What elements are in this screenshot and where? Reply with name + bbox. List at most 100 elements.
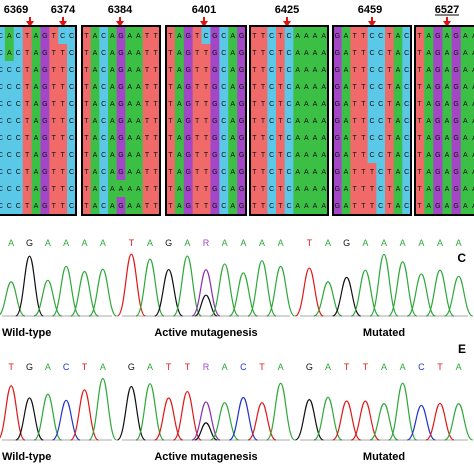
base-cell	[310, 146, 320, 164]
base-cell	[90, 44, 100, 62]
called-base: T	[259, 362, 265, 372]
chromatogram-caption: Mutated	[363, 451, 405, 463]
base-letter: A	[34, 169, 39, 176]
base-cell	[310, 95, 320, 113]
base-cell	[228, 61, 238, 79]
base-letter: T	[353, 186, 358, 193]
chromatogram-row: E T G A C T A Wild-type G A T T R A C T A Active mutagene…	[0, 342, 473, 463]
base-letter: T	[261, 118, 266, 125]
base-cell	[293, 78, 303, 96]
base-letter: T	[204, 118, 209, 125]
base-letter: T	[252, 152, 257, 159]
base-cell	[333, 112, 342, 130]
base-cell	[302, 61, 311, 79]
base-cell	[174, 44, 185, 62]
base-cell	[250, 197, 259, 215]
base-cell	[219, 112, 229, 130]
base-cell	[4, 146, 15, 164]
base-cell	[192, 146, 202, 164]
base-cell	[13, 180, 23, 198]
base-cell	[267, 129, 277, 147]
base-letter: T	[84, 169, 89, 176]
base-letter: T	[84, 135, 89, 142]
position-label: 6459	[358, 4, 382, 16]
base-cell	[350, 95, 360, 113]
base-cell	[0, 27, 6, 45]
base-cell	[22, 95, 32, 113]
base-cell	[134, 27, 143, 45]
base-cell	[402, 44, 412, 62]
base-letter: A	[127, 50, 132, 57]
base-cell	[49, 129, 59, 147]
base-letter: T	[417, 84, 422, 91]
base-letter: G	[453, 67, 458, 74]
base-letter: T	[353, 203, 358, 210]
sequence-alignment: C A C T A G T C CC A C T A G T T CC C C T A G T T CC C C T A G T T CC C C T…	[0, 25, 474, 216]
base-cell	[402, 129, 412, 147]
base-letter: A	[472, 67, 474, 74]
base-letter: T	[204, 135, 209, 142]
base-cell	[393, 197, 403, 215]
base-letter: A	[344, 203, 349, 210]
chromatogram-caption: Wild-type	[2, 327, 51, 339]
base-letter: G	[118, 50, 123, 57]
base-cell	[284, 146, 294, 164]
base-cell	[151, 163, 161, 181]
base-letter: A	[445, 118, 450, 125]
base-cell	[228, 78, 238, 96]
base-letter: G	[453, 84, 458, 91]
base-letter: C	[221, 50, 226, 57]
called-base: A	[325, 238, 331, 248]
base-cell	[276, 180, 285, 198]
base-cell	[108, 78, 117, 96]
base-cell	[49, 112, 59, 130]
base-letter: T	[195, 152, 200, 159]
base-letter: T	[25, 101, 30, 108]
base-cell	[192, 27, 202, 45]
base-letter: G	[212, 33, 217, 40]
called-base: A	[45, 362, 51, 372]
base-cell	[31, 27, 41, 45]
base-cell	[415, 163, 425, 181]
base-letter: A	[463, 152, 468, 159]
base-cell	[58, 146, 68, 164]
called-base: R	[203, 362, 210, 372]
base-cell	[393, 180, 403, 198]
base-letter: G	[118, 169, 123, 176]
base-cell	[367, 163, 377, 181]
base-cell	[228, 129, 238, 147]
base-letter: G	[435, 84, 440, 91]
base-letter: T	[204, 101, 209, 108]
base-letter: C	[221, 186, 226, 193]
base-letter: A	[93, 203, 98, 210]
base-letter: A	[295, 33, 300, 40]
base-letter: T	[154, 203, 159, 210]
base-cell	[333, 163, 342, 181]
base-cell	[22, 78, 32, 96]
base-letter: A	[93, 135, 98, 142]
base-letter: A	[7, 50, 12, 57]
base-letter: T	[25, 118, 30, 125]
base-cell	[359, 129, 368, 147]
base-letter: T	[252, 84, 257, 91]
base-cell	[367, 44, 377, 62]
base-letter: G	[335, 186, 340, 193]
base-letter: C	[16, 152, 21, 159]
base-cell	[0, 163, 6, 181]
called-base: T	[344, 362, 350, 372]
base-letter: T	[61, 186, 66, 193]
base-cell	[116, 112, 126, 130]
base-letter: A	[119, 186, 124, 193]
base-letter: T	[361, 135, 366, 142]
base-letter: C	[286, 118, 291, 125]
base-letter: G	[118, 67, 123, 74]
base-cell	[333, 146, 342, 164]
base-cell	[359, 61, 368, 79]
base-cell	[116, 146, 126, 164]
base-cell	[49, 44, 59, 62]
base-cell	[367, 180, 377, 198]
chromatogram-caption: Active mutagenesis	[154, 327, 257, 339]
base-cell	[40, 129, 50, 147]
base-cell	[319, 95, 329, 113]
base-cell	[310, 44, 320, 62]
